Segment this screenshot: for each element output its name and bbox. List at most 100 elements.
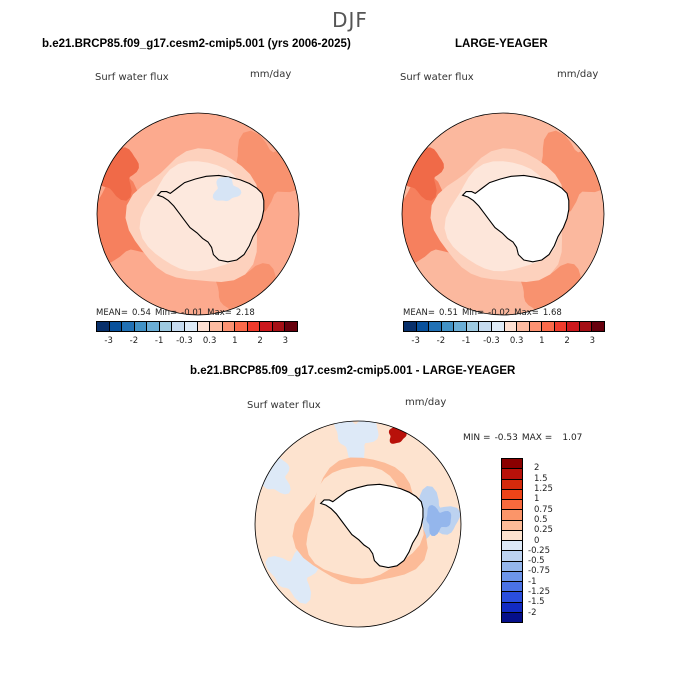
colorbar-swatch (109, 322, 123, 331)
antarctica-outline (461, 174, 570, 263)
panel-3-colorbar (501, 458, 523, 623)
colorbar-swatch (502, 602, 522, 613)
field-band (333, 421, 379, 466)
panel-2-max-label: Max= (514, 308, 539, 318)
panel-3-polar-map (254, 420, 462, 628)
panel-1-units: mm/day (250, 69, 292, 80)
panel-3-title: b.e21.BRCP85.f09_g17.cesm2-cmip5.001 - L… (190, 365, 516, 377)
colorbar-swatch (210, 322, 223, 331)
antarctica-outline (156, 174, 265, 263)
panel-2-colorbar-ticks: -3 -2 -1 -0.3 0.3 1 2 3 (403, 336, 605, 348)
map-boundary (254, 420, 462, 628)
colorbar-tick-label: -1.25 (528, 587, 550, 598)
map-field (97, 113, 299, 315)
panel-3-variable: Surf water flux (247, 400, 321, 411)
panel-1-stats: MEAN= 0.54 Min= -0.01 Max= 2.18 (96, 308, 259, 318)
colorbar-swatch (147, 322, 160, 331)
colorbar-tick-label: 3 (589, 336, 596, 346)
panel-2-min: -0.02 (488, 308, 511, 318)
colorbar-tick-label: 0.25 (534, 525, 553, 536)
colorbar-swatch (502, 510, 522, 521)
colorbar-swatch (579, 322, 593, 331)
panel-3-max-label: MAX = (521, 433, 553, 443)
colorbar-swatch (502, 489, 522, 500)
colorbar-swatch (504, 322, 518, 331)
map-boundary (96, 112, 300, 316)
colorbar-swatch (222, 322, 236, 331)
colorbar-tick-label: 1 (534, 494, 540, 505)
panel-1-max: 2.18 (235, 308, 255, 318)
colorbar-swatch (554, 322, 568, 331)
colorbar-tick-label: 0 (534, 535, 540, 546)
colorbar-tick-label: 1 (232, 336, 238, 346)
colorbar-swatch (122, 322, 135, 331)
colorbar-tick-label: 1 (539, 336, 545, 346)
colorbar-swatch (416, 322, 430, 331)
panel-1-polar-map (96, 112, 300, 316)
field-band (255, 456, 291, 495)
panel-2-mean: 0.51 (439, 308, 458, 318)
panel-3-colorbar-ticks: 2 1.5 1.25 1 0.75 0.5 0.25 0 -0.25 -0.5 -0.75 -1 -1.… (528, 458, 578, 623)
colorbar-tick-label: -3 (104, 336, 113, 346)
map-field (255, 421, 461, 627)
colorbar-swatch (172, 322, 185, 331)
colorbar-tick-label: 1.5 (534, 473, 548, 484)
field-band (426, 505, 452, 537)
colorbar-tick-label: -1.5 (528, 597, 545, 608)
colorbar-swatch (502, 592, 522, 603)
colorbar-tick-label: 3 (282, 336, 289, 346)
map-field (402, 113, 604, 315)
colorbar-swatch (404, 322, 417, 331)
panel-1-min: -0.01 (181, 308, 204, 318)
panel-3-units: mm/day (405, 397, 447, 408)
colorbar-swatch (502, 459, 522, 470)
colorbar-tick-label: -0.5 (528, 556, 545, 567)
colorbar-tick-label: 0.3 (202, 336, 217, 346)
colorbar-swatch (197, 322, 211, 331)
colorbar-swatch (466, 322, 480, 331)
colorbar-swatch (502, 500, 522, 511)
panel-1-min-label: Min= (154, 308, 178, 318)
colorbar-tick-label: 2 (564, 336, 570, 346)
panel-2-stats: MEAN= 0.51 Min= -0.02 Max= 1.68 (403, 308, 566, 318)
colorbar-swatch (454, 322, 467, 331)
panel-2-title: LARGE-YEAGER (455, 38, 548, 50)
panel-1-colorbar (96, 321, 298, 332)
panel-2-variable: Surf water flux (400, 72, 474, 83)
panel-1-max-label: Max= (207, 308, 232, 318)
colorbar-tick-label: -2 (436, 336, 446, 346)
panel-1-variable: Surf water flux (95, 72, 169, 83)
colorbar-swatch (502, 571, 522, 582)
colorbar-tick-label: -0.25 (528, 545, 550, 556)
colorbar-swatch (502, 469, 522, 480)
colorbar-swatch (502, 612, 522, 622)
panel-2-colorbar (403, 321, 605, 332)
colorbar-swatch (502, 582, 522, 593)
colorbar-swatch (491, 322, 505, 331)
colorbar-tick-label: 0.5 (534, 514, 548, 525)
panel-3-max: 1.07 (562, 433, 583, 443)
panel-3-stats: MIN = -0.53 MAX = 1.07 (463, 433, 586, 443)
panel-1-colorbar-ticks: -3 -2 -1 -0.3 0.3 1 2 3 (96, 336, 298, 348)
map-boundary (401, 112, 605, 316)
colorbar-swatch (502, 479, 522, 490)
colorbar-tick-label: -0.3 (176, 336, 193, 346)
panel-1-mean: 0.54 (132, 308, 151, 318)
colorbar-tick-label: -1 (528, 576, 537, 587)
colorbar-swatch (441, 322, 455, 331)
colorbar-tick-label: 1.25 (534, 483, 553, 494)
field-band (212, 177, 242, 202)
colorbar-swatch (235, 322, 248, 331)
panel-2-min-label: Min= (461, 308, 485, 318)
colorbar-swatch (134, 322, 148, 331)
colorbar-swatch (247, 322, 261, 331)
colorbar-swatch (479, 322, 492, 331)
colorbar-tick-label: 0.3 (509, 336, 524, 346)
colorbar-swatch (502, 541, 522, 552)
colorbar-swatch (429, 322, 442, 331)
panel-1-mean-label: MEAN= (96, 308, 128, 318)
colorbar-swatch (184, 322, 198, 331)
colorbar-tick-label: 2 (534, 463, 540, 474)
colorbar-swatch (502, 551, 522, 562)
